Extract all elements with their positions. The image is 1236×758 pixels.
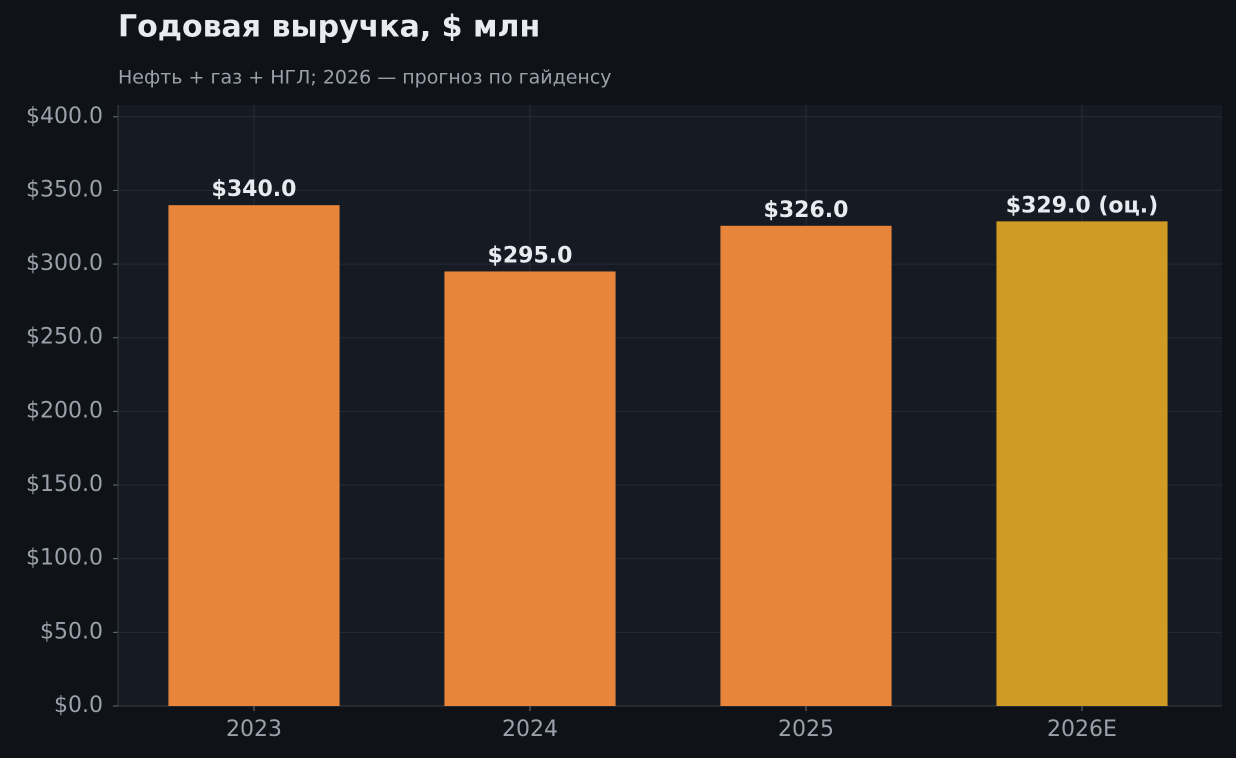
x-tick-label: 2024 [502, 717, 558, 742]
y-tick-label: $50.0 [40, 619, 103, 644]
x-tick-label: 2023 [226, 717, 282, 742]
value-label: $340.0 [212, 177, 297, 202]
bar [444, 271, 616, 706]
x-tick-label: 2026E [1047, 717, 1117, 742]
y-tick-label: $0.0 [54, 693, 103, 718]
bar [168, 205, 340, 706]
bar [720, 225, 892, 706]
y-tick-label: $100.0 [26, 546, 103, 571]
chart-subtitle: Нефть + газ + НГЛ; 2026 — прогноз по гай… [118, 67, 612, 89]
y-tick-label: $150.0 [26, 472, 103, 497]
value-label: $295.0 [488, 243, 573, 268]
value-label: $329.0 (оц.) [1006, 193, 1158, 218]
chart-title: Годовая выручка, $ млн [118, 10, 540, 45]
y-tick-label: $300.0 [26, 251, 103, 276]
y-tick-label: $200.0 [26, 398, 103, 423]
value-label: $326.0 [764, 198, 849, 223]
x-tick-label: 2025 [778, 717, 834, 742]
bar [996, 221, 1168, 706]
y-tick-label: $350.0 [26, 177, 103, 202]
y-tick-label: $400.0 [26, 104, 103, 129]
y-tick-label: $250.0 [26, 325, 103, 350]
